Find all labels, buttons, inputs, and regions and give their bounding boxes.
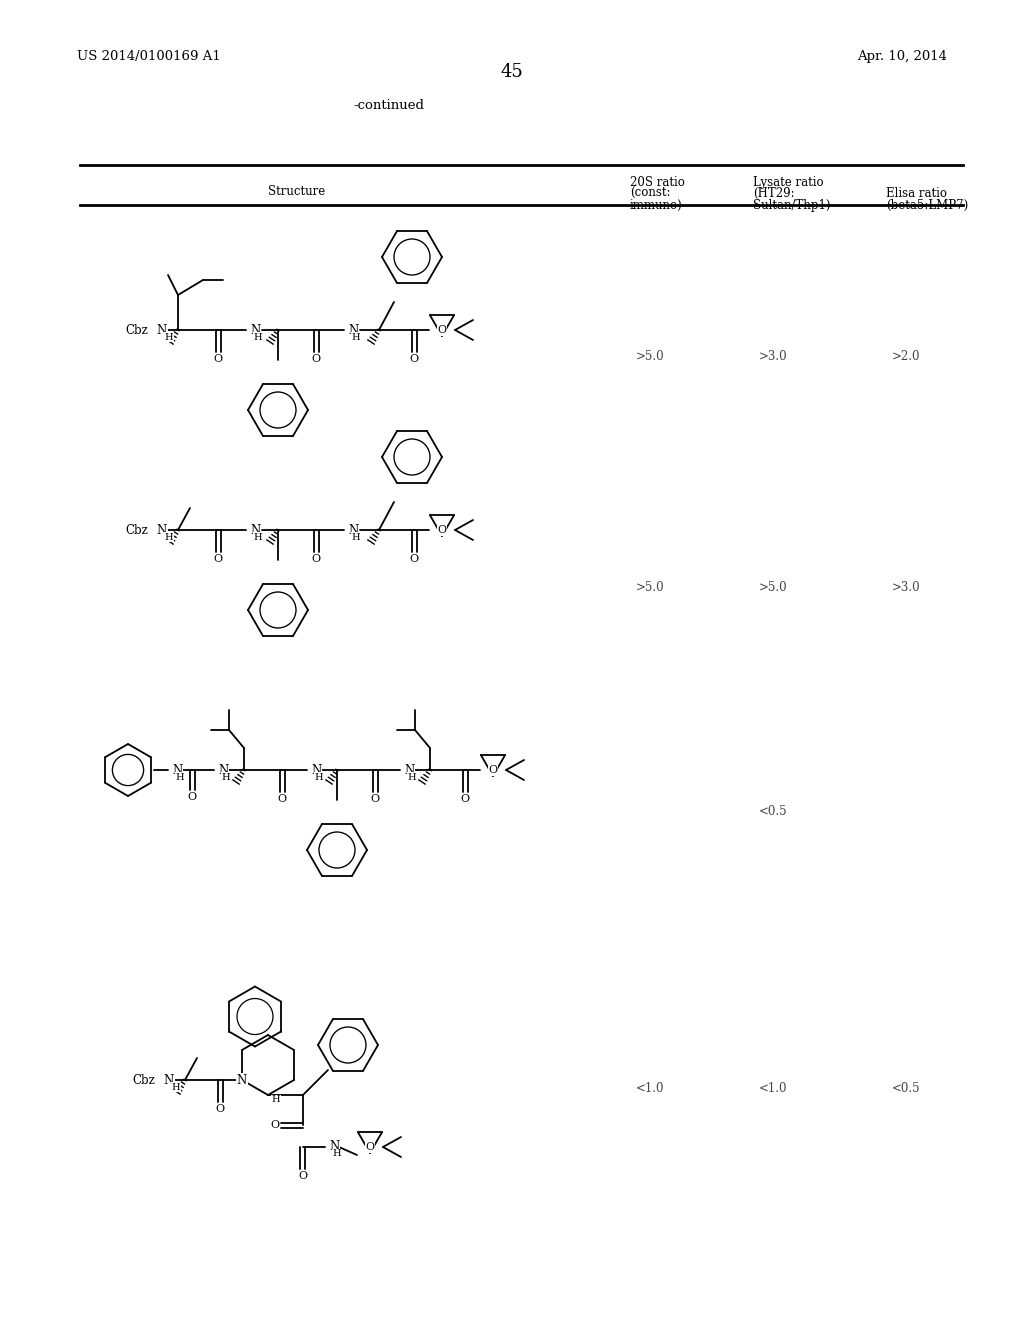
Text: O: O: [461, 795, 470, 804]
Text: (const:: (const:: [630, 187, 671, 201]
Text: >5.0: >5.0: [759, 581, 787, 594]
Text: O: O: [213, 354, 222, 364]
Text: <1.0: <1.0: [636, 1082, 665, 1096]
Text: Cbz: Cbz: [125, 323, 148, 337]
Text: H: H: [271, 1096, 281, 1105]
Text: N: N: [157, 323, 167, 337]
Text: H: H: [165, 333, 173, 342]
Text: Cbz: Cbz: [125, 524, 148, 536]
Text: US 2014/0100169 A1: US 2014/0100169 A1: [77, 50, 220, 63]
Text: 45: 45: [501, 63, 523, 82]
Text: O: O: [270, 1119, 280, 1130]
Text: <0.5: <0.5: [892, 1082, 921, 1096]
Text: N: N: [218, 763, 228, 776]
Text: (beta5:LMP7): (beta5:LMP7): [886, 199, 968, 213]
Text: H: H: [254, 532, 262, 541]
Text: H: H: [221, 772, 230, 781]
Text: -continued: -continued: [353, 99, 425, 112]
Text: H: H: [333, 1150, 341, 1159]
Text: N: N: [172, 763, 182, 776]
Text: Lysate ratio: Lysate ratio: [753, 176, 823, 189]
Text: H: H: [351, 333, 360, 342]
Text: O: O: [437, 325, 446, 335]
Text: N: N: [404, 763, 415, 776]
Text: H: H: [172, 1082, 180, 1092]
Text: O: O: [366, 1142, 375, 1152]
Text: H: H: [165, 532, 173, 541]
Text: N: N: [237, 1073, 247, 1086]
Text: (HT29:: (HT29:: [753, 187, 795, 201]
Text: O: O: [410, 554, 419, 564]
Text: H: H: [408, 772, 417, 781]
Text: Sultan/Thp1): Sultan/Thp1): [753, 199, 830, 213]
Text: H: H: [351, 532, 360, 541]
Text: O: O: [311, 354, 321, 364]
Text: 20S ratio: 20S ratio: [630, 176, 685, 189]
Text: Cbz: Cbz: [132, 1073, 155, 1086]
Text: N: N: [329, 1140, 339, 1154]
Text: O: O: [437, 525, 446, 535]
Text: <0.5: <0.5: [759, 805, 787, 818]
Text: <1.0: <1.0: [759, 1082, 787, 1096]
Text: O: O: [410, 354, 419, 364]
Text: >2.0: >2.0: [892, 350, 921, 363]
Text: immuno): immuno): [630, 199, 683, 213]
Text: N: N: [311, 763, 322, 776]
Text: Apr. 10, 2014: Apr. 10, 2014: [857, 50, 947, 63]
Text: N: N: [348, 323, 358, 337]
Text: >3.0: >3.0: [759, 350, 787, 363]
Text: H: H: [254, 333, 262, 342]
Text: O: O: [311, 554, 321, 564]
Text: N: N: [157, 524, 167, 536]
Text: N: N: [348, 524, 358, 536]
Text: O: O: [215, 1104, 224, 1114]
Text: H: H: [176, 772, 184, 781]
Text: >3.0: >3.0: [892, 581, 921, 594]
Text: O: O: [278, 795, 287, 804]
Text: O: O: [371, 795, 380, 804]
Text: >5.0: >5.0: [636, 581, 665, 594]
Text: N: N: [250, 524, 260, 536]
Text: O: O: [213, 554, 222, 564]
Text: Elisa ratio: Elisa ratio: [886, 187, 947, 201]
Text: N: N: [250, 323, 260, 337]
Text: H: H: [314, 772, 324, 781]
Text: O: O: [298, 1171, 307, 1181]
Text: >5.0: >5.0: [636, 350, 665, 363]
Text: O: O: [187, 792, 197, 803]
Text: O: O: [488, 766, 498, 775]
Text: N: N: [164, 1073, 174, 1086]
Text: Structure: Structure: [268, 185, 326, 198]
